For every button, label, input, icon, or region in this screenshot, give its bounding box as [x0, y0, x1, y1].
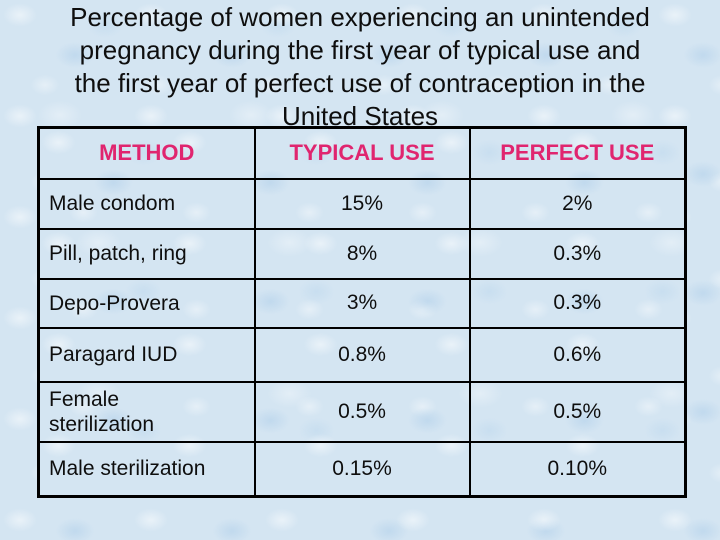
perfect-use-cell: 0.3% — [468, 277, 687, 329]
title-line-2: pregnancy during the first year of typic… — [79, 35, 641, 65]
column-header-typical-use: TYPICAL USE — [253, 126, 471, 180]
table-row: Pill, patch, ring 8% 0.3% — [37, 227, 687, 280]
perfect-use-cell: 0.3% — [468, 227, 687, 280]
typical-use-cell: 8% — [253, 227, 471, 280]
method-cell: Depo-Provera — [37, 277, 256, 329]
method-cell: Male condom — [37, 177, 256, 230]
typical-use-cell: 0.15% — [253, 440, 471, 498]
typical-use-cell: 3% — [253, 277, 471, 329]
table-row: Male sterilization 0.15% 0.10% — [37, 440, 687, 498]
perfect-use-cell: 0.10% — [468, 440, 687, 498]
method-cell: Male sterilization — [37, 440, 256, 498]
contraception-failure-table: METHOD TYPICAL USE PERFECT USE Male cond… — [37, 126, 687, 498]
table-row: Paragard IUD 0.8% 0.6% — [37, 326, 687, 383]
table-header-row: METHOD TYPICAL USE PERFECT USE — [37, 126, 687, 180]
table-row: Female sterilization 0.5% 0.5% — [37, 380, 687, 443]
typical-use-cell: 0.8% — [253, 326, 471, 383]
method-cell: Paragard IUD — [37, 326, 256, 383]
method-cell: Pill, patch, ring — [37, 227, 256, 280]
table-row: Depo-Provera 3% 0.3% — [37, 277, 687, 329]
table-row: Male condom 15% 2% — [37, 177, 687, 230]
perfect-use-cell: 2% — [468, 177, 687, 230]
typical-use-cell: 0.5% — [253, 380, 471, 443]
typical-use-cell: 15% — [253, 177, 471, 230]
method-cell: Female sterilization — [37, 380, 256, 443]
perfect-use-cell: 0.5% — [468, 380, 687, 443]
column-header-method: METHOD — [37, 126, 256, 180]
title-line-1: Percentage of women experiencing an unin… — [70, 2, 650, 32]
title-line-3: the first year of perfect use of contrac… — [74, 68, 646, 98]
perfect-use-cell: 0.6% — [468, 326, 687, 383]
column-header-perfect-use: PERFECT USE — [468, 126, 687, 180]
slide-title: Percentage of women experiencing an unin… — [10, 1, 710, 133]
